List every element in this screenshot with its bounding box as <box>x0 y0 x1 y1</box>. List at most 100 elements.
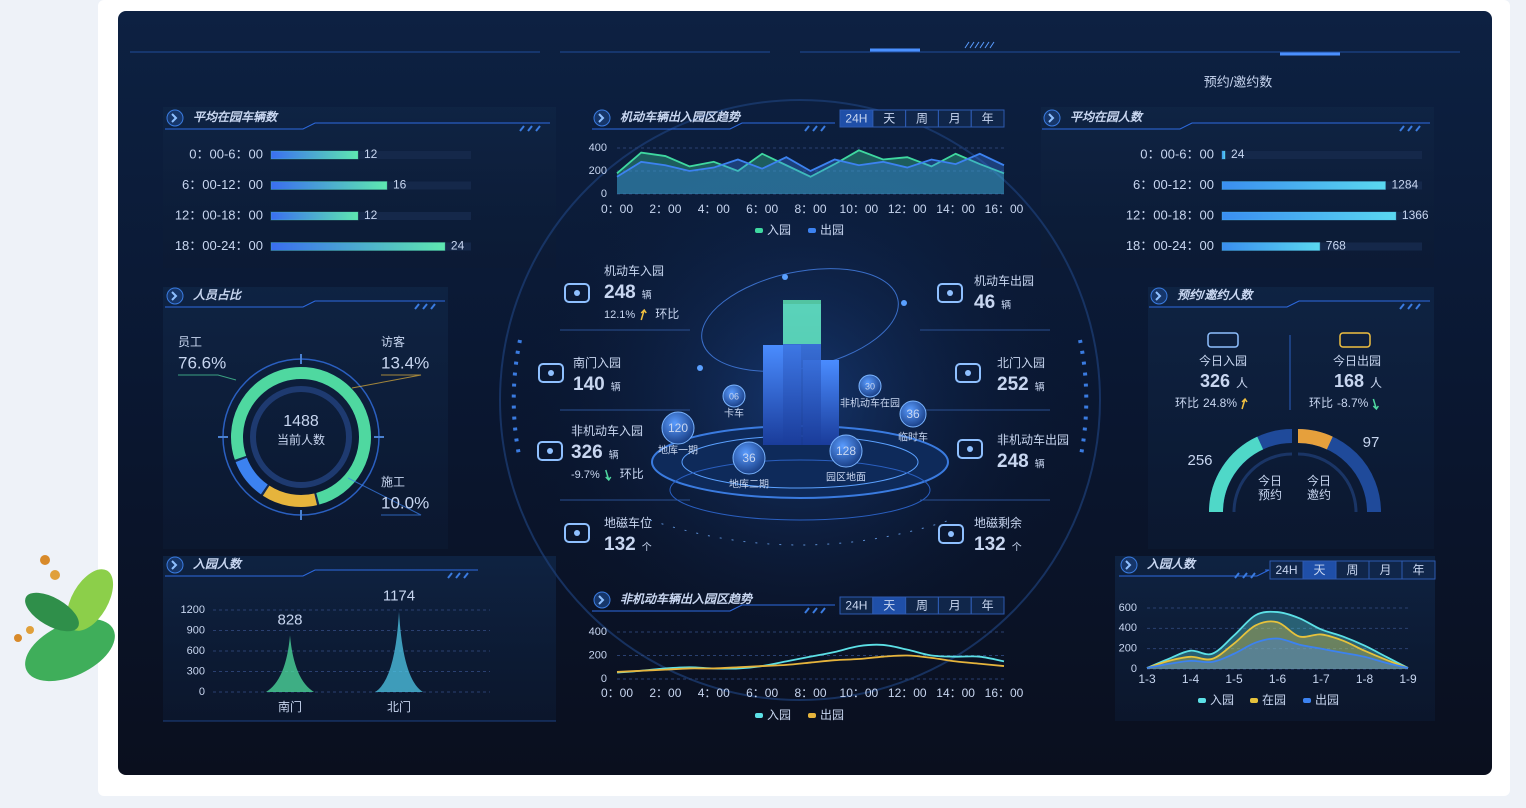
tab[interactable] <box>970 109 1005 128</box>
tab-label[interactable]: 周 <box>916 112 928 126</box>
tab-label[interactable]: 天 <box>883 112 895 126</box>
gauge-label: 邀约 <box>1307 487 1331 502</box>
stat-label: 北门入园 <box>997 355 1045 370</box>
tab-label[interactable]: 24H <box>1275 563 1297 577</box>
title-icon-arrow <box>171 291 178 301</box>
bubble <box>829 434 863 468</box>
legend-label: 入园 <box>767 708 791 722</box>
area-fill <box>617 153 1004 194</box>
bubble-label: 园区地面 <box>826 471 866 484</box>
tab-label[interactable]: 天 <box>883 599 895 613</box>
stat-value: 252 <box>997 374 1029 395</box>
tab-label[interactable]: 周 <box>1346 563 1358 577</box>
title-slashes <box>1399 125 1421 132</box>
berry <box>26 626 34 634</box>
flow-unit: 人 <box>1236 376 1248 390</box>
panel-title: 预约/邀约人数 <box>1177 288 1254 302</box>
stat-change: -9.7% <box>571 469 600 481</box>
title-icon-arrow <box>171 560 178 570</box>
stat-icon <box>938 524 964 544</box>
title-slashes <box>447 572 469 579</box>
donut-segment <box>262 485 318 507</box>
x-tick-label: 1-7 <box>1312 672 1330 686</box>
tab-label[interactable]: 年 <box>1412 563 1424 577</box>
bubble-label: 卡车 <box>724 407 744 420</box>
tab-label[interactable]: 月 <box>949 599 961 613</box>
tab-label[interactable]: 周 <box>916 599 928 613</box>
donut-leader <box>351 374 422 389</box>
donut-leader <box>347 477 422 516</box>
flow-compare: 环比 <box>1309 396 1333 410</box>
series-line <box>1146 637 1409 669</box>
berry <box>50 570 60 580</box>
x-tick-label: 1-4 <box>1182 672 1200 686</box>
stat-icon-dot <box>947 290 953 296</box>
area-fill <box>1147 621 1408 669</box>
flow-compare: 环比 <box>1175 396 1199 410</box>
big-ring <box>499 99 1101 701</box>
x-tick-label: 2：00 <box>649 686 681 700</box>
tab-label[interactable]: 月 <box>949 112 961 126</box>
title-underline <box>1149 300 1430 308</box>
x-tick-label: 0：00 <box>601 686 633 700</box>
flow-icon <box>1339 332 1371 348</box>
spike-bar <box>375 611 423 692</box>
x-tick-label: 1-3 <box>1138 672 1156 686</box>
stat-icon <box>955 363 981 383</box>
tab-label[interactable]: 24H <box>845 599 867 613</box>
title-underline <box>1119 569 1270 577</box>
y-tick-label: 0 <box>601 673 607 685</box>
y-tick-label: 1200 <box>181 604 205 616</box>
tab-label[interactable]: 年 <box>982 599 994 613</box>
flow-unit: 人 <box>1370 376 1382 390</box>
bubble <box>722 384 746 408</box>
gauge-inner <box>1297 452 1358 513</box>
x-tick-label: 北门 <box>387 699 411 714</box>
y-tick-label: 900 <box>187 624 205 636</box>
legend-swatch <box>1198 698 1206 703</box>
x-tick-label: 4：00 <box>698 686 730 700</box>
x-tick-label: 1-5 <box>1225 672 1243 686</box>
bar-track <box>271 212 471 220</box>
panel-title: 入园人数 <box>192 557 243 571</box>
stat-icon <box>538 363 564 383</box>
x-tick-label: 12：00 <box>888 202 927 216</box>
bubble-value: 36 <box>906 407 920 421</box>
tab[interactable] <box>970 596 1005 615</box>
y-tick-label: 600 <box>1119 602 1137 614</box>
flow-value: 168 <box>1334 371 1364 391</box>
tab[interactable] <box>1401 560 1436 580</box>
stat-value: 46 <box>974 292 995 313</box>
gauge-label: 预约 <box>1258 487 1282 502</box>
stat-compare: 环比 <box>655 307 679 321</box>
stat-label: 地磁剩余 <box>974 515 1022 530</box>
top-deco <box>130 41 1460 56</box>
donut-center-value: 1488 <box>283 413 319 430</box>
x-tick-label: 1-8 <box>1356 672 1374 686</box>
panel-title: 非机动车辆出入园区趋势 <box>620 592 754 606</box>
stat-unit: 个 <box>642 542 652 554</box>
tab-label[interactable]: 天 <box>1313 563 1325 577</box>
x-tick-label: 8：00 <box>794 202 826 216</box>
bar-label: 12：00-18：00 <box>175 207 263 222</box>
bar <box>270 181 388 190</box>
bubble <box>732 441 766 475</box>
trend-arrow <box>1372 398 1379 411</box>
donut-segment <box>231 367 371 505</box>
area-fill <box>617 150 1004 194</box>
bar-label: 0：00-6：00 <box>1140 146 1214 161</box>
panel-title: 机动车辆出入园区趋势 <box>620 110 742 124</box>
bubble-label: 非机动车在园 <box>840 397 900 410</box>
tab-label[interactable]: 年 <box>982 112 994 126</box>
bar-value: 1366 <box>1402 208 1429 222</box>
stat-icon <box>537 441 563 461</box>
title-icon-arrow <box>598 113 605 123</box>
spike-value: 1174 <box>383 588 415 605</box>
legend-label: 在园 <box>1262 693 1286 707</box>
gauge-fill <box>1209 436 1264 513</box>
stat-label: 机动车入园 <box>604 263 664 278</box>
tab-label[interactable]: 月 <box>1379 563 1391 577</box>
tab-label[interactable]: 24H <box>845 112 867 126</box>
